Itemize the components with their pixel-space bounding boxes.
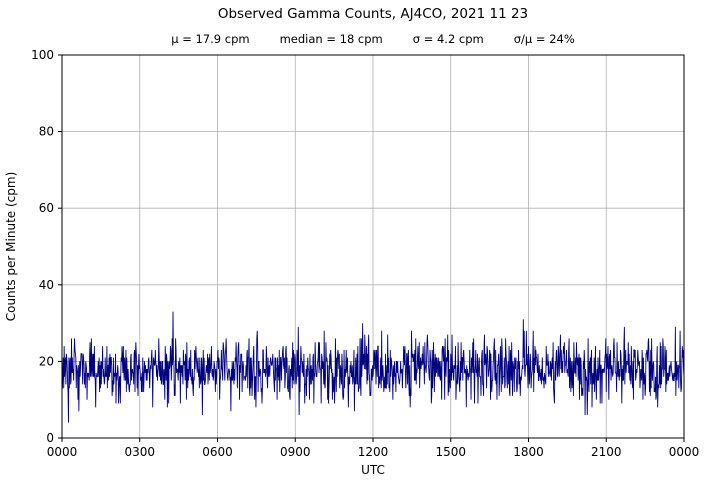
x-tick-label: 0000 [669,445,700,459]
y-axis-label: Counts per Minute (cpm) [4,172,18,322]
chart-stats-line: μ = 17.9 cpm median = 18 cpm σ = 4.2 cpm σ/… [62,32,684,46]
x-tick-label: 2100 [591,445,622,459]
y-tick-label: 20 [39,354,54,368]
gamma-counts-series-line [61,311,685,423]
stat-mean: μ = 17.9 cpm [171,32,250,46]
stat-sigma: σ = 4.2 cpm [412,32,484,46]
stat-median: median = 18 cpm [279,32,383,46]
y-tick-label: 0 [46,431,54,445]
x-axis-label: UTC [361,463,385,477]
y-tick-label: 60 [39,201,54,215]
tick-marks [58,54,685,442]
x-tick-label: 1200 [358,445,389,459]
x-tick-label: 1800 [513,445,544,459]
x-tick-label: 0900 [280,445,311,459]
x-tick-label: 0600 [202,445,233,459]
x-tick-label: 1500 [435,445,466,459]
tick-labels: 0 20 40 60 80 100 0000 0300 0600 0900 1200 1500 1800… [31,48,699,459]
chart-title: Observed Gamma Counts, AJ4CO, 2021 11 23 [217,6,529,22]
y-tick-label: 80 [39,125,54,139]
x-tick-label: 0300 [124,445,155,459]
stat-sigma-over-mean: σ/μ = 24% [513,32,575,46]
y-tick-label: 100 [31,48,54,62]
y-tick-label: 40 [39,278,54,292]
x-tick-label: 0000 [47,445,78,459]
